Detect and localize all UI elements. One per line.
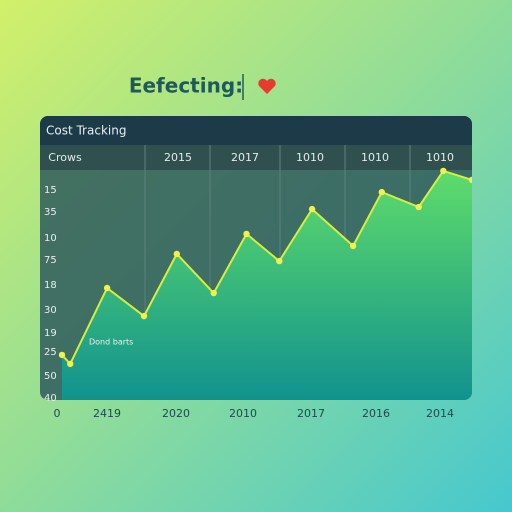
data-point — [103, 284, 111, 292]
x-tick-label: 2017 — [297, 407, 325, 420]
data-point — [210, 289, 217, 297]
data-point — [276, 257, 283, 265]
area — [62, 170, 472, 400]
x-tick-label: 0 — [54, 407, 61, 420]
y-tick-label: 50 — [44, 371, 57, 382]
annotation: Dond barts — [89, 338, 133, 347]
data-point — [243, 230, 250, 238]
header-label: 2015 — [164, 151, 192, 164]
data-point — [67, 360, 74, 368]
y-tick-label: 10 — [44, 233, 57, 244]
header-label: 1010 — [296, 151, 324, 164]
data-point — [349, 242, 357, 250]
header-label: 1010 — [361, 151, 389, 164]
y-tick-label: 15 — [44, 185, 57, 196]
panel-title: Cost Tracking — [46, 124, 126, 138]
data-point — [468, 176, 472, 184]
data-point — [440, 167, 447, 175]
x-tick-label: 2016 — [362, 407, 390, 420]
heart-icon — [258, 78, 276, 94]
x-tick-label: 2020 — [162, 407, 190, 420]
data-point — [378, 188, 385, 196]
header-row — [40, 145, 472, 170]
y-tick-label: 25 — [44, 347, 57, 358]
header-label: 1010 — [426, 151, 454, 164]
y-tick-label: 40 — [44, 393, 57, 404]
data-point — [308, 205, 316, 213]
x-tick-label: 2014 — [426, 407, 454, 420]
y-tick-label: 30 — [44, 305, 57, 316]
x-tick-label: 2419 — [93, 407, 121, 420]
y-tick-label: 19 — [44, 328, 57, 339]
line — [61, 169, 472, 366]
panel — [40, 116, 472, 400]
panel-titlebar — [40, 116, 472, 145]
header-label: 2017 — [231, 151, 259, 164]
heading: Eefecting: — [129, 74, 243, 98]
x-tick-label: 2010 — [229, 407, 257, 420]
header-label: Crows — [48, 151, 82, 164]
data-point — [58, 351, 66, 359]
y-tick-label: 75 — [44, 255, 57, 266]
data-point — [140, 312, 148, 320]
data-point — [415, 203, 422, 211]
y-tick-label: 18 — [44, 280, 57, 291]
data-point — [173, 250, 180, 258]
y-tick-label: 35 — [44, 207, 57, 218]
